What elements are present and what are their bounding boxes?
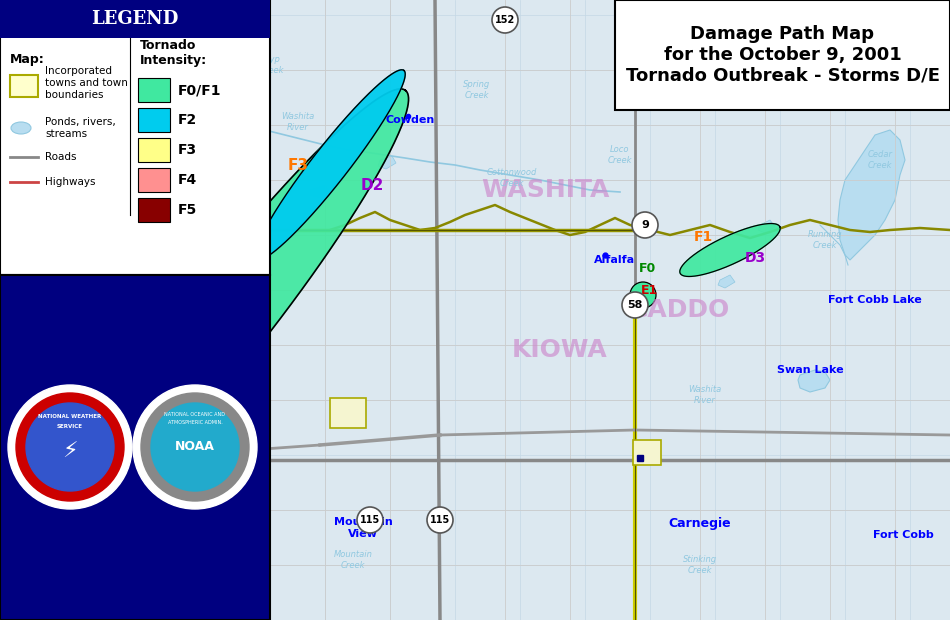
Text: Washita
River: Washita River (281, 112, 314, 131)
Text: 9: 9 (641, 220, 649, 230)
Text: Roads: Roads (45, 152, 77, 162)
Circle shape (133, 385, 257, 509)
Text: Ponds, rivers,
streams: Ponds, rivers, streams (45, 117, 116, 139)
Circle shape (141, 393, 249, 501)
Text: 54: 54 (37, 225, 53, 235)
Polygon shape (838, 130, 905, 260)
Text: D3: D3 (745, 251, 766, 265)
Text: Alfalfa: Alfalfa (594, 255, 635, 265)
Polygon shape (51, 89, 408, 541)
Bar (138, 138, 170, 162)
Text: Map:: Map: (10, 53, 45, 66)
Text: F3: F3 (288, 157, 309, 172)
Text: NOAA: NOAA (175, 440, 215, 453)
Bar (38, 558, 50, 568)
Text: F1: F1 (694, 230, 712, 244)
Text: Gotebo: Gotebo (28, 573, 67, 583)
Bar (10, 75, 38, 97)
Text: Mountain
View: Mountain View (333, 517, 392, 539)
Circle shape (117, 507, 143, 533)
Text: WASHITA: WASHITA (481, 178, 609, 202)
Text: F0/F1: F0/F1 (178, 83, 221, 97)
Text: Gyp
Creek: Gyp Creek (208, 65, 232, 85)
Bar (138, 168, 170, 192)
Text: NATIONAL OCEANIC AND: NATIONAL OCEANIC AND (164, 412, 225, 417)
Text: Washita
River: Washita River (689, 385, 722, 405)
Bar (138, 78, 170, 102)
Polygon shape (680, 224, 780, 277)
Bar (0, 0, 270, 38)
Text: Running
Creek: Running Creek (808, 230, 843, 250)
Text: CADDO: CADDO (630, 298, 731, 322)
Text: Incorporated
towns and town
boundaries: Incorporated towns and town boundaries (45, 66, 128, 100)
Circle shape (632, 212, 658, 238)
Text: F4: F4 (178, 173, 198, 187)
Polygon shape (635, 298, 650, 312)
Text: F0: F0 (639, 262, 656, 275)
Circle shape (151, 403, 239, 491)
Circle shape (16, 393, 124, 501)
Text: 152: 152 (495, 15, 515, 25)
Circle shape (8, 385, 132, 509)
Bar (0, 275, 270, 620)
Circle shape (492, 7, 518, 33)
Bar (0, 0, 270, 275)
Text: Oak
Creek: Oak Creek (162, 120, 187, 140)
Text: Cowden: Cowden (386, 115, 434, 125)
Text: Lake Vanderwerk: Lake Vanderwerk (98, 195, 206, 205)
Text: Stinking
Creek: Stinking Creek (683, 556, 717, 575)
Text: KIOWA: KIOWA (512, 338, 608, 362)
Text: Willow
Creek: Willow Creek (866, 50, 894, 69)
Text: Cedar
Creek: Cedar Creek (867, 150, 892, 170)
Text: 58: 58 (627, 300, 643, 310)
Text: 115: 115 (429, 515, 450, 525)
Text: Cottonwood
Creek: Cottonwood Creek (486, 168, 537, 188)
Text: F5: F5 (178, 203, 198, 217)
Text: Highways: Highways (45, 177, 96, 187)
Text: Loco
Creek: Loco Creek (608, 145, 633, 165)
Text: D2: D2 (360, 177, 384, 192)
Text: SERVICE: SERVICE (57, 425, 83, 430)
Text: ⚡: ⚡ (62, 442, 78, 462)
Polygon shape (90, 220, 155, 260)
Circle shape (32, 217, 58, 243)
Polygon shape (378, 156, 396, 169)
Text: E1: E1 (641, 283, 658, 296)
Circle shape (427, 507, 453, 533)
Text: Swan Lake: Swan Lake (777, 365, 844, 375)
Text: ATMOSPHERIC ADMIN.: ATMOSPHERIC ADMIN. (167, 420, 222, 425)
Polygon shape (798, 370, 830, 392)
Text: Tornado
Intensity:: Tornado Intensity: (140, 39, 207, 67)
Bar (138, 198, 170, 222)
Circle shape (622, 292, 648, 318)
Polygon shape (758, 220, 775, 233)
Circle shape (630, 282, 656, 308)
Text: Mountain
Creek: Mountain Creek (333, 551, 372, 570)
Polygon shape (245, 165, 268, 180)
Text: F3: F3 (178, 143, 198, 157)
Bar (330, 398, 366, 428)
Text: Gyp
Creek: Gyp Creek (259, 55, 284, 74)
Text: LEGEND: LEGEND (91, 10, 179, 28)
Ellipse shape (11, 122, 31, 134)
Bar (138, 108, 170, 132)
Text: Fort Cobb Lake: Fort Cobb Lake (828, 295, 922, 305)
Circle shape (357, 507, 383, 533)
Polygon shape (310, 185, 330, 198)
Text: 9: 9 (126, 515, 134, 525)
Text: NATIONAL WEATHER: NATIONAL WEATHER (38, 415, 102, 420)
Text: Carnegie: Carnegie (669, 518, 732, 531)
Text: Fort Cobb: Fort Cobb (873, 530, 933, 540)
Text: F2: F2 (178, 113, 198, 127)
Polygon shape (183, 120, 205, 133)
Polygon shape (718, 275, 735, 288)
Circle shape (26, 403, 114, 491)
Text: Spring
Creek: Spring Creek (464, 81, 490, 100)
Text: Damage Path Map
for the October 9, 2001
Tornado Outbreak - Storms D/E: Damage Path Map for the October 9, 2001 … (625, 25, 940, 85)
Text: 115: 115 (360, 515, 380, 525)
Polygon shape (255, 70, 406, 260)
Bar (615, 0, 950, 110)
Bar (633, 440, 661, 465)
